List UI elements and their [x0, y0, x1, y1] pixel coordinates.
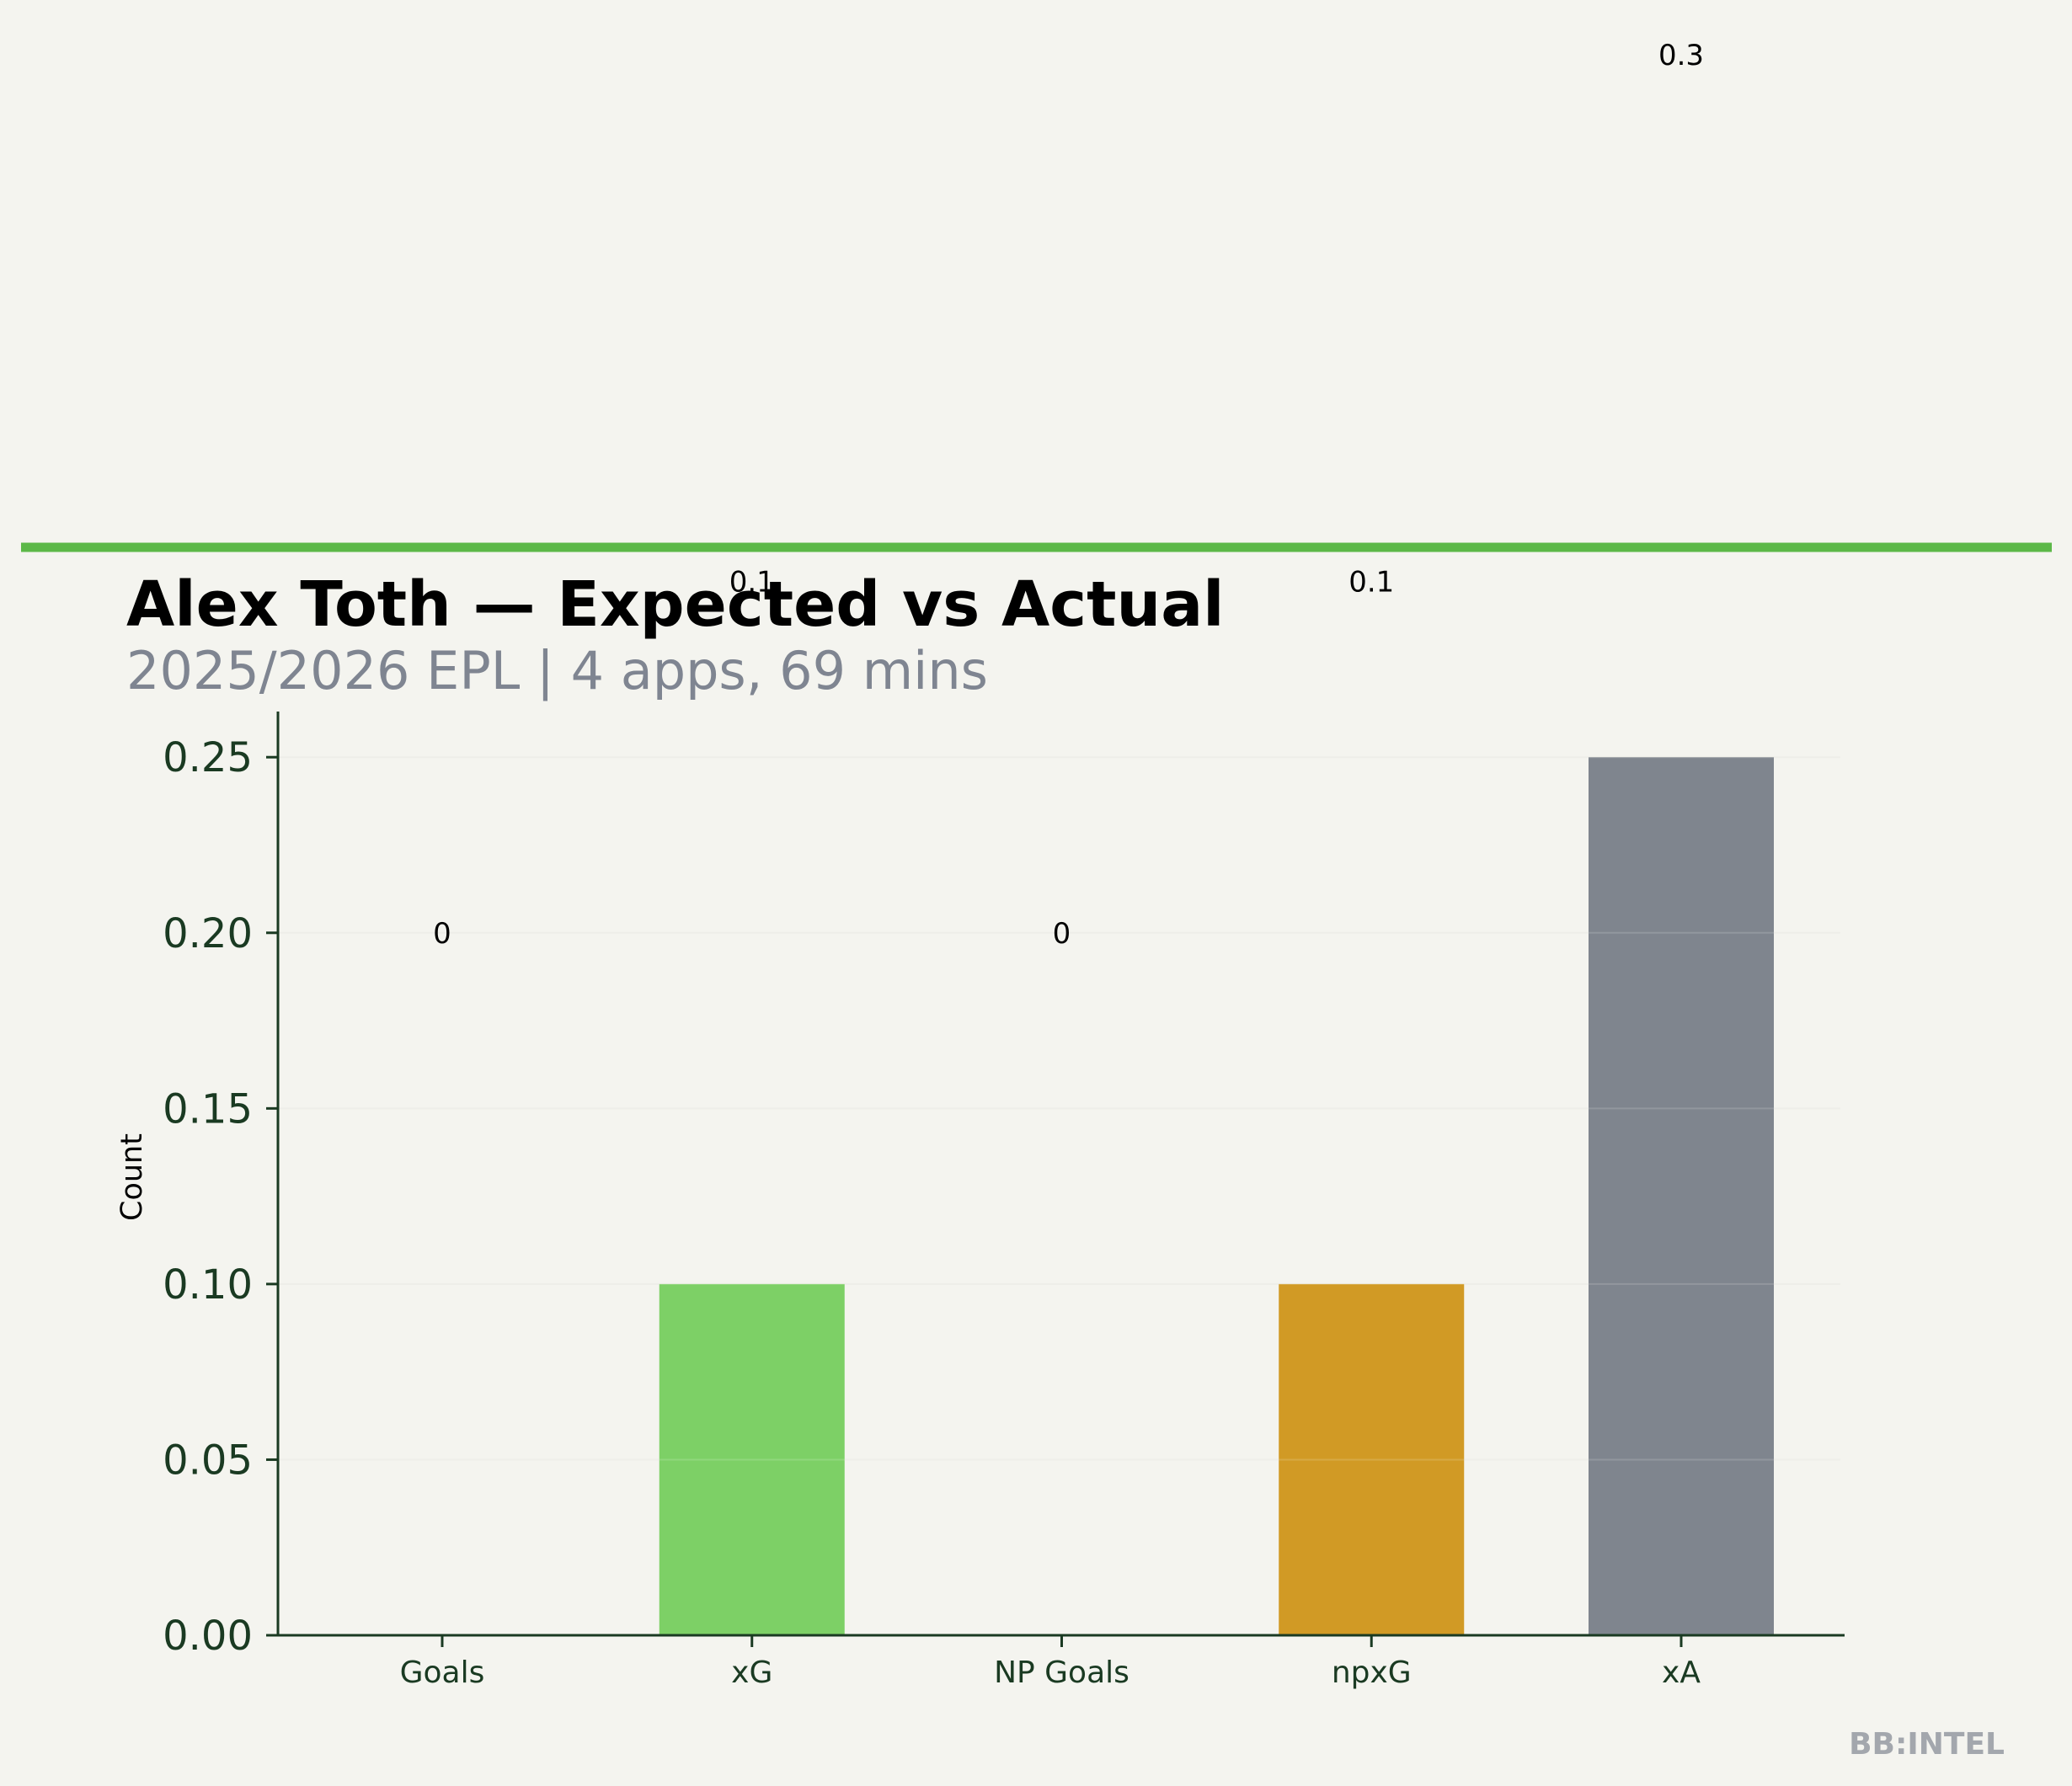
- chart-subtitle: 2025/2026 EPL | 4 apps, 69 mins: [126, 640, 988, 702]
- bars: [278, 756, 1840, 1635]
- y-ticks: 0.00 0.05 0.10 0.15 0.20 0.25: [163, 734, 278, 1660]
- x-tick-label: NP Goals: [994, 1655, 1129, 1690]
- bar-xa: [1589, 757, 1774, 1635]
- brand-watermark: BB:INTEL: [1849, 1727, 2005, 1762]
- data-label: 0.1: [1348, 566, 1394, 600]
- y-tick-label: 0.25: [163, 734, 253, 781]
- y-tick-label: 0.15: [163, 1085, 253, 1133]
- y-tick-label: 0.10: [163, 1261, 253, 1309]
- x-ticks: Goals xG NP Goals npxG xA: [400, 1635, 1701, 1690]
- x-tick-label: npxG: [1332, 1655, 1412, 1690]
- x-tick-label: xG: [731, 1655, 772, 1690]
- data-label: 0: [1053, 917, 1071, 951]
- data-label: 0.1: [729, 566, 775, 600]
- data-labels: 0 0.1 0 0.1 0.3: [433, 39, 1704, 951]
- data-label: 0.3: [1658, 39, 1704, 72]
- gridlines: [278, 756, 1840, 1461]
- chart-title: Alex Toth — Expected vs Actual: [126, 568, 1225, 641]
- bar-xg: [659, 1283, 845, 1635]
- x-tick-label: xA: [1662, 1655, 1701, 1690]
- y-axis-label: Count: [115, 1133, 149, 1221]
- y-tick-label: 0.05: [163, 1437, 253, 1484]
- data-label: 0: [433, 917, 451, 951]
- x-tick-label: Goals: [400, 1655, 485, 1690]
- y-tick-label: 0.00: [163, 1613, 253, 1660]
- bar-npxg: [1279, 1283, 1465, 1635]
- y-tick-label: 0.20: [163, 910, 253, 957]
